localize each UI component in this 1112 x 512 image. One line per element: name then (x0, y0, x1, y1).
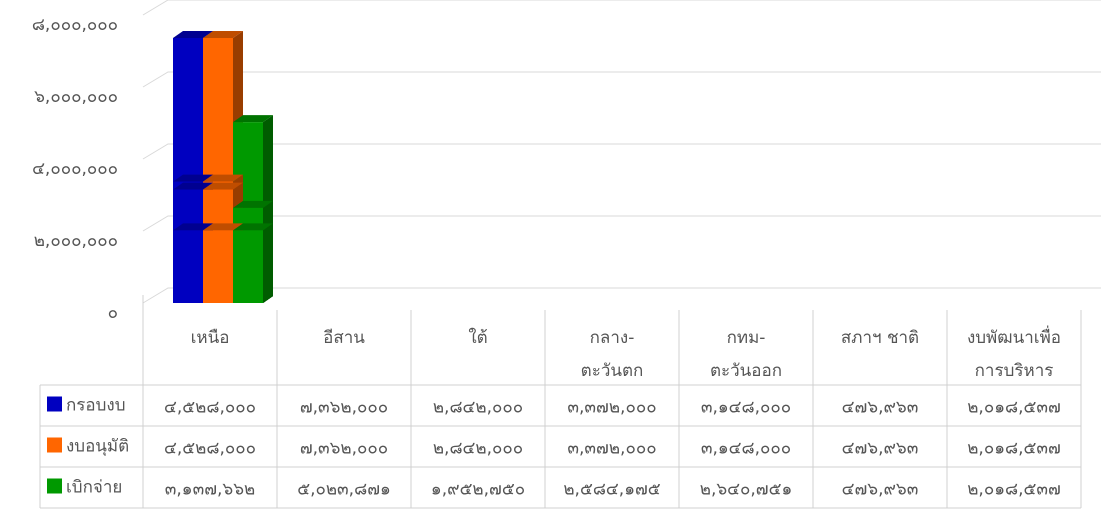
value-label: ๗,๓๖๒,๐๐๐ (300, 398, 388, 418)
value-label: ๒,๘๔๒,๐๐๐ (433, 439, 523, 459)
value-label: ๗,๓๖๒,๐๐๐ (300, 439, 388, 459)
bar-face (173, 182, 213, 190)
value-label: ๓,๑๔๘,๐๐๐ (701, 398, 791, 418)
legend-label: งบอนุมัติ (66, 437, 129, 457)
y-tick-label: ๖,๐๐๐,๐๐๐ (34, 87, 118, 107)
bar-face (173, 223, 213, 231)
value-label: ๔๗๖,๙๖๓ (842, 439, 919, 459)
x-tick-label: กลาง-ตะวันตก (581, 328, 644, 381)
y-tick-label: ๔,๐๐๐,๐๐๐ (32, 159, 118, 179)
y-tick-label: ๘,๐๐๐,๐๐๐ (32, 15, 118, 35)
x-tick-label: งบพัฒนาเพื่อการบริหาร (967, 325, 1061, 381)
bar-face (233, 200, 273, 208)
legend-label: กรอบงบ (66, 396, 126, 416)
bar-face (203, 174, 243, 182)
bar-face (233, 223, 273, 231)
y-tick-label: ๐ (108, 303, 118, 323)
bar-face (233, 230, 263, 303)
value-label: ๓,๓๗๒,๐๐๐ (567, 398, 656, 418)
value-label: ๕,๐๒๓,๘๗๑ (297, 480, 391, 500)
bar (233, 223, 273, 303)
value-label: ๓,๑๔๘,๐๐๐ (701, 439, 791, 459)
bar-face (203, 182, 243, 190)
value-label: ๒,๖๔๐,๗๕๑ (700, 480, 793, 500)
bar-face (233, 115, 273, 123)
value-label: ๔๗๖,๙๖๓ (842, 398, 919, 418)
x-tick-label: กทม-ตะวันออก (710, 328, 782, 381)
grid-line (142, 0, 1101, 16)
legend-swatch (47, 396, 62, 412)
value-label: ๒,๘๔๒,๐๐๐ (433, 398, 523, 418)
x-tick-label: ใต้ (468, 327, 487, 348)
legend-swatch (47, 478, 62, 494)
bar-face (173, 30, 213, 38)
value-label: ๒,๕๘๔,๑๗๕ (563, 480, 660, 500)
y-tick-label: ๒,๐๐๐,๐๐๐ (34, 231, 118, 251)
grid-line (142, 215, 1101, 232)
value-label: ๒,๐๑๘,๕๓๗ (967, 439, 1061, 459)
grid-line (142, 143, 1101, 160)
value-label: ๑,๙๕๒,๗๕๐ (431, 480, 525, 500)
value-label: ๓,๑๓๗,๖๖๒ (165, 480, 255, 500)
value-label: ๔๗๖,๙๖๓ (842, 480, 919, 500)
bar-face (173, 174, 213, 182)
grid-line (142, 287, 1101, 304)
bar-face (173, 230, 203, 303)
value-label: ๒,๐๑๘,๕๓๗ (967, 480, 1061, 500)
value-label: ๓,๓๗๒,๐๐๐ (567, 439, 656, 459)
value-label: ๔,๕๒๘,๐๐๐ (164, 398, 256, 418)
bar-face (203, 230, 233, 303)
x-tick-label: เหนือ (191, 328, 230, 348)
legend-label: เบิกจ่าย (66, 478, 122, 498)
x-tick-label: สภาฯ ชาติ (841, 328, 919, 348)
bar-face (203, 30, 243, 38)
legend-swatch (47, 437, 62, 453)
bar-face (263, 223, 273, 303)
bar-face (203, 223, 243, 231)
grid-line (142, 71, 1101, 88)
value-label: ๔,๕๒๘,๐๐๐ (164, 439, 256, 459)
value-label: ๒,๐๑๘,๕๓๗ (967, 398, 1061, 418)
x-tick-label: อีสาน (323, 328, 365, 348)
